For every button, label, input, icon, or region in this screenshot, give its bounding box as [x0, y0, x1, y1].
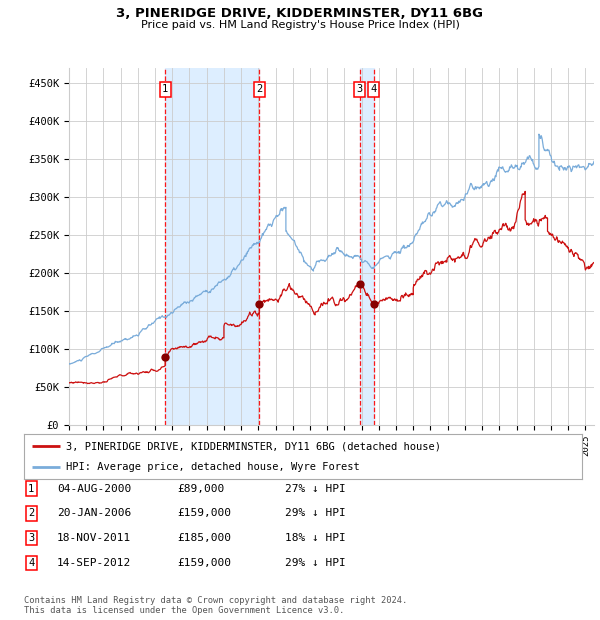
Text: £159,000: £159,000: [177, 508, 231, 518]
Text: 1: 1: [162, 84, 168, 94]
Text: 27% ↓ HPI: 27% ↓ HPI: [285, 484, 346, 494]
Text: 20-JAN-2006: 20-JAN-2006: [57, 508, 131, 518]
Text: 2: 2: [256, 84, 262, 94]
Text: 29% ↓ HPI: 29% ↓ HPI: [285, 508, 346, 518]
Text: £185,000: £185,000: [177, 533, 231, 543]
Text: 3: 3: [356, 84, 362, 94]
Text: £159,000: £159,000: [177, 558, 231, 568]
Bar: [165, 68, 259, 425]
Text: 4: 4: [28, 558, 34, 568]
Text: Price paid vs. HM Land Registry's House Price Index (HPI): Price paid vs. HM Land Registry's House …: [140, 20, 460, 30]
Text: 18% ↓ HPI: 18% ↓ HPI: [285, 533, 346, 543]
Text: £89,000: £89,000: [177, 484, 224, 494]
Text: 1: 1: [28, 484, 34, 494]
Text: 3, PINERIDGE DRIVE, KIDDERMINSTER, DY11 6BG (detached house): 3, PINERIDGE DRIVE, KIDDERMINSTER, DY11 …: [66, 441, 441, 451]
Text: 14-SEP-2012: 14-SEP-2012: [57, 558, 131, 568]
Text: 18-NOV-2011: 18-NOV-2011: [57, 533, 131, 543]
Text: 3: 3: [28, 533, 34, 543]
Bar: [359, 68, 374, 425]
Text: 04-AUG-2000: 04-AUG-2000: [57, 484, 131, 494]
Text: 4: 4: [371, 84, 377, 94]
Text: HPI: Average price, detached house, Wyre Forest: HPI: Average price, detached house, Wyre…: [66, 461, 359, 472]
Text: Contains HM Land Registry data © Crown copyright and database right 2024.
This d: Contains HM Land Registry data © Crown c…: [24, 596, 407, 615]
Text: 3, PINERIDGE DRIVE, KIDDERMINSTER, DY11 6BG: 3, PINERIDGE DRIVE, KIDDERMINSTER, DY11 …: [116, 7, 484, 20]
Text: 29% ↓ HPI: 29% ↓ HPI: [285, 558, 346, 568]
Text: 2: 2: [28, 508, 34, 518]
